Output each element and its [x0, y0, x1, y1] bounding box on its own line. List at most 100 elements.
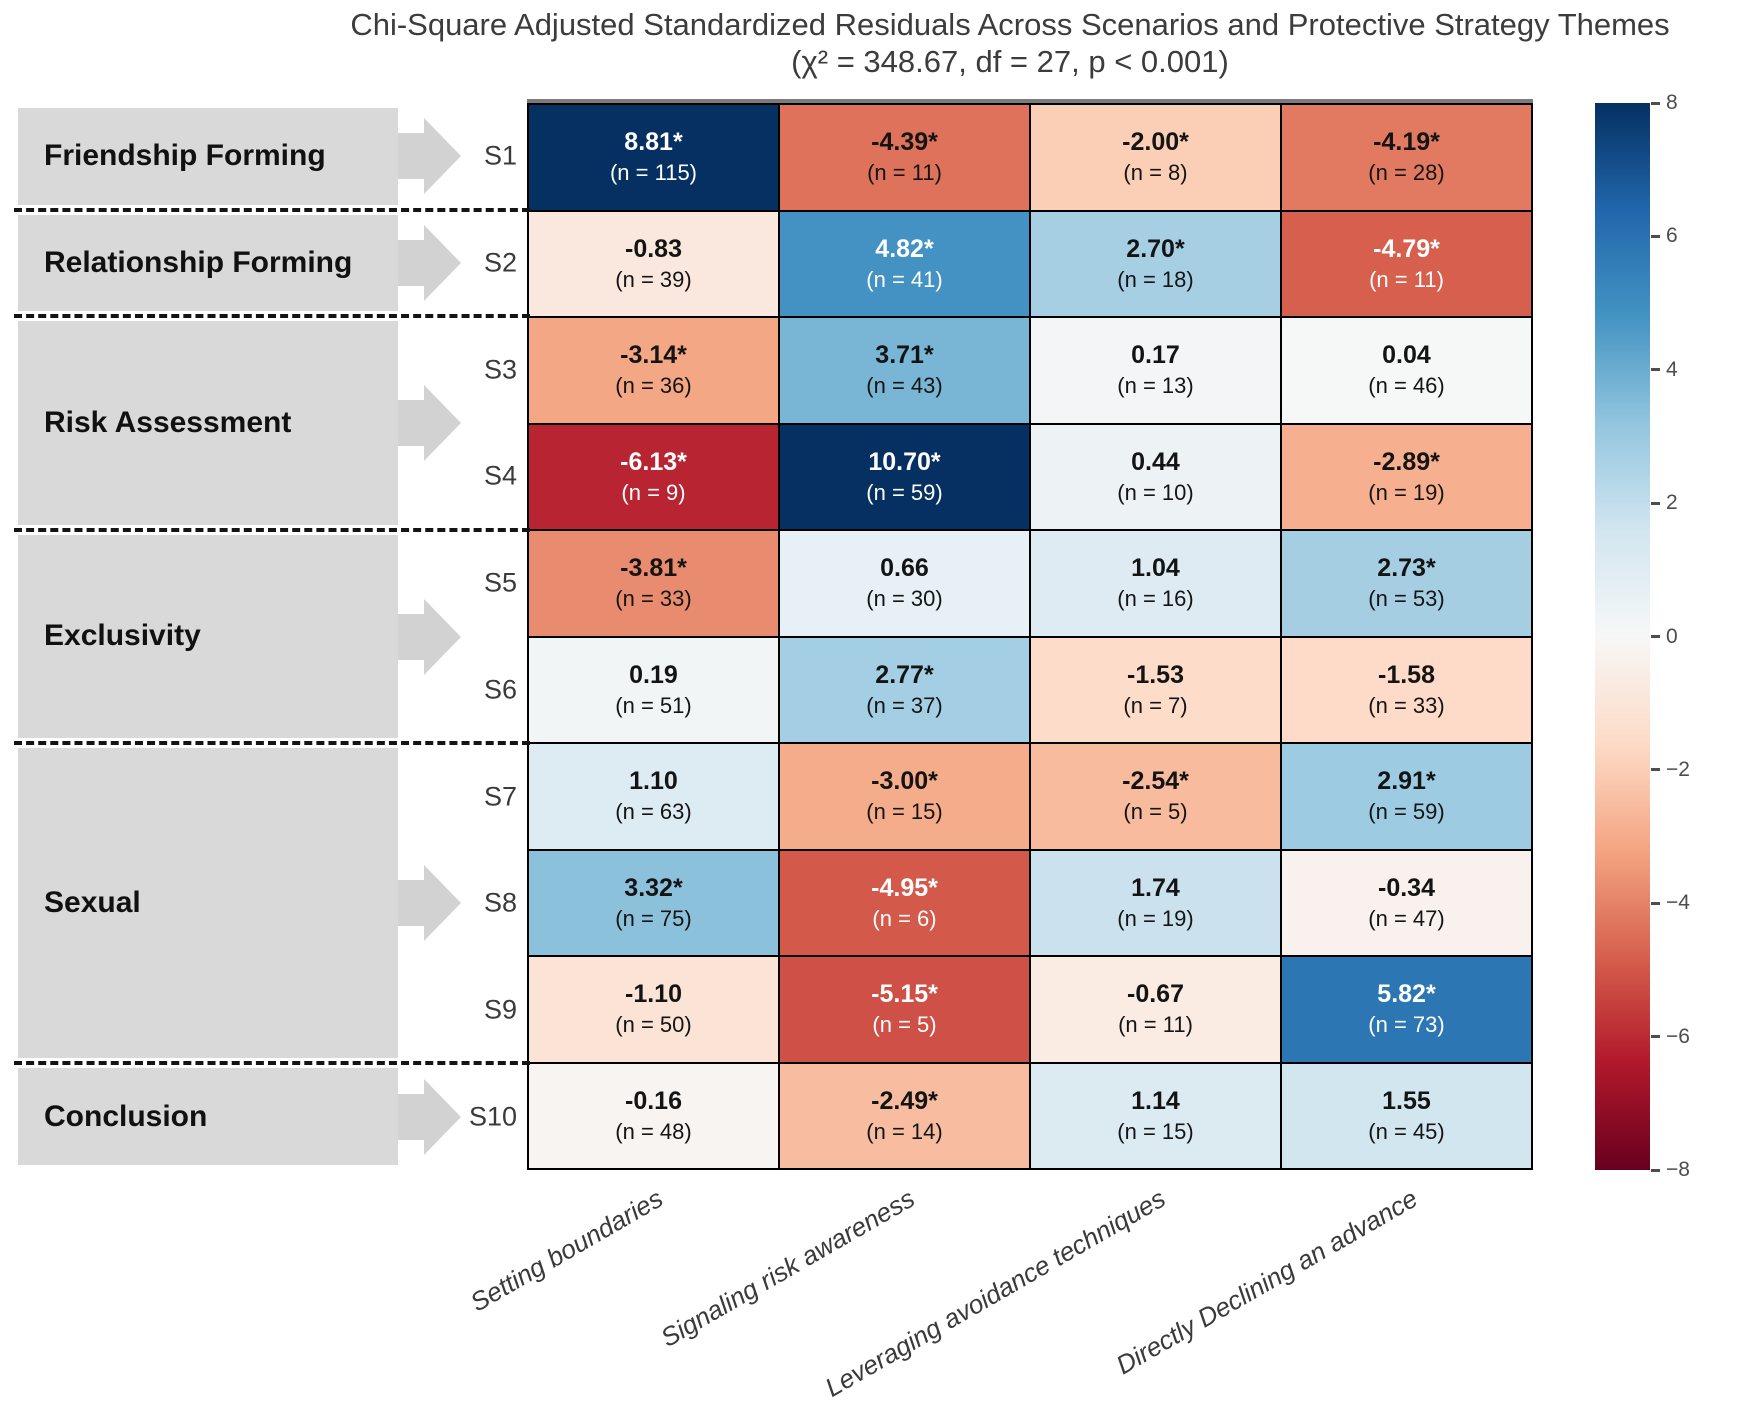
cell-n-count: (n = 53) — [1368, 586, 1445, 612]
heatmap-cell: 4.82* (n = 41) — [779, 210, 1030, 317]
cell-value: 1.55 — [1382, 1086, 1431, 1115]
cell-value: 10.70* — [868, 447, 941, 476]
cell-value: -2.89* — [1373, 447, 1440, 476]
heatmap-cell: -4.19* (n = 28) — [1281, 104, 1532, 211]
heatmap-cell: -2.49* (n = 14) — [779, 1062, 1030, 1169]
cell-n-count: (n = 10) — [1117, 479, 1194, 505]
cell-value: 0.17 — [1131, 341, 1180, 370]
heatmap-cell: -1.58 (n = 33) — [1281, 636, 1532, 743]
heatmap-cell: 2.91* (n = 59) — [1281, 743, 1532, 850]
cell-value: 0.04 — [1382, 341, 1431, 370]
heatmap-cell: -4.79* (n = 11) — [1281, 210, 1532, 317]
cell-value: 1.10 — [629, 767, 678, 796]
cell-n-count: (n = 16) — [1117, 586, 1194, 612]
heatmap-cell: 3.71* (n = 43) — [779, 317, 1030, 424]
heatmap-cell: -0.16 (n = 48) — [528, 1062, 779, 1169]
colorbar-tick-mark — [1651, 368, 1660, 372]
row-label-s3: S3 — [483, 354, 517, 385]
group-separator-line — [14, 527, 530, 532]
cell-n-count: (n = 63) — [615, 799, 692, 825]
cell-value: 0.44 — [1131, 447, 1180, 476]
cell-value: 1.14 — [1131, 1086, 1180, 1115]
row-label-s8: S8 — [483, 887, 517, 918]
group-label: Exclusivity — [44, 619, 201, 653]
colorbar-tick-label: 8 — [1666, 91, 1678, 114]
cell-n-count: (n = 30) — [866, 586, 943, 612]
colorbar-tick-mark — [1651, 635, 1660, 638]
colorbar-tick-mark — [1651, 901, 1660, 905]
cell-n-count: (n = 59) — [1368, 799, 1445, 825]
heatmap-cell: -1.53 (n = 7) — [1030, 636, 1281, 743]
group-box-sexual: Sexual — [18, 748, 398, 1059]
cell-n-count: (n = 15) — [1117, 1118, 1194, 1144]
colorbar-tick-mark — [1651, 1035, 1660, 1039]
heatmap-grid: 8.81* (n = 115) -4.39* (n = 11) -2.00* (n = 8… — [527, 103, 1533, 1170]
cell-n-count: (n = 19) — [1368, 479, 1445, 505]
cell-n-count: (n = 6) — [872, 905, 937, 931]
arrow-shaft — [398, 880, 424, 927]
arrow-head — [424, 865, 461, 942]
heatmap-cell: 0.04 (n = 46) — [1281, 317, 1532, 424]
colorbar-tick-mark — [1651, 101, 1660, 105]
cell-n-count: (n = 5) — [1123, 799, 1188, 825]
group-label: Conclusion — [44, 1099, 208, 1133]
colorbar-tick-label: 2 — [1666, 491, 1678, 515]
heatmap-cell: 0.17 (n = 13) — [1030, 317, 1281, 424]
cell-value: -0.67 — [1127, 980, 1184, 1009]
heatmap-cell: -2.54* (n = 5) — [1030, 743, 1281, 850]
colorbar-tick-label: 6 — [1666, 224, 1678, 248]
cell-value: 1.04 — [1131, 554, 1180, 583]
cell-value: -1.53 — [1127, 660, 1184, 689]
cell-n-count: (n = 8) — [1123, 160, 1188, 186]
cell-n-count: (n = 47) — [1368, 905, 1445, 931]
cell-n-count: (n = 14) — [866, 1118, 943, 1144]
heatmap-cell: -5.15* (n = 5) — [779, 956, 1030, 1063]
heatmap-cell: -2.89* (n = 19) — [1281, 423, 1532, 530]
cell-n-count: (n = 13) — [1117, 373, 1194, 399]
arrow-head — [424, 1078, 461, 1155]
column-label: Setting boundaries — [464, 1183, 668, 1318]
heatmap-top-spine — [527, 99, 1533, 103]
row-label-s2: S2 — [483, 247, 517, 278]
arrow-shaft — [398, 240, 424, 287]
cell-value: -3.81* — [620, 554, 687, 583]
heatmap-cell: -4.39* (n = 11) — [779, 104, 1030, 211]
cell-n-count: (n = 37) — [866, 692, 943, 718]
heatmap-cell: -4.95* (n = 6) — [779, 849, 1030, 956]
group-label: Relationship Forming — [44, 246, 353, 280]
heatmap-cell: 2.73* (n = 53) — [1281, 530, 1532, 637]
heatmap-cell: 8.81* (n = 115) — [528, 104, 779, 211]
heatmap-cell: -3.81* (n = 33) — [528, 530, 779, 637]
heatmap-cell: -6.13* (n = 9) — [528, 423, 779, 530]
arrow-shaft — [398, 400, 424, 447]
column-label: Signaling risk awareness — [655, 1183, 920, 1353]
arrow-head — [424, 118, 461, 195]
cell-value: -3.14* — [620, 341, 687, 370]
cell-value: 0.19 — [629, 660, 678, 689]
cell-n-count: (n = 33) — [615, 586, 692, 612]
cell-value: 1.74 — [1131, 873, 1180, 902]
cell-value: -0.16 — [625, 1086, 682, 1115]
arrow-head — [424, 385, 461, 462]
cell-value: 3.71* — [875, 341, 934, 370]
cell-value: -1.58 — [1378, 660, 1435, 689]
heatmap-cell: 1.74 (n = 19) — [1030, 849, 1281, 956]
colorbar-tick-label: −8 — [1666, 1158, 1690, 1181]
heatmap-cell: -3.00* (n = 15) — [779, 743, 1030, 850]
cell-n-count: (n = 73) — [1368, 1012, 1445, 1038]
cell-n-count: (n = 48) — [615, 1118, 692, 1144]
heatmap-cell: 0.44 (n = 10) — [1030, 423, 1281, 530]
cell-n-count: (n = 19) — [1117, 905, 1194, 931]
heatmap-cell: 5.82* (n = 73) — [1281, 956, 1532, 1063]
row-label-s7: S7 — [483, 781, 517, 812]
cell-value: -4.19* — [1373, 128, 1440, 157]
cell-value: 2.91* — [1377, 767, 1436, 796]
cell-value: 2.77* — [875, 660, 934, 689]
cell-value: 0.66 — [880, 554, 929, 583]
cell-value: 5.82* — [1377, 980, 1436, 1009]
heatmap-cell: 1.55 (n = 45) — [1281, 1062, 1532, 1169]
group-separator-line — [14, 741, 530, 746]
cell-n-count: (n = 18) — [1117, 266, 1194, 292]
cell-n-count: (n = 5) — [872, 1012, 937, 1038]
